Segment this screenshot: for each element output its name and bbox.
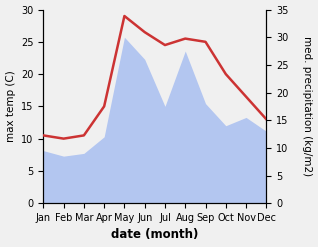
Y-axis label: max temp (C): max temp (C) <box>5 70 16 142</box>
X-axis label: date (month): date (month) <box>111 228 198 242</box>
Y-axis label: med. precipitation (kg/m2): med. precipitation (kg/m2) <box>302 36 313 176</box>
